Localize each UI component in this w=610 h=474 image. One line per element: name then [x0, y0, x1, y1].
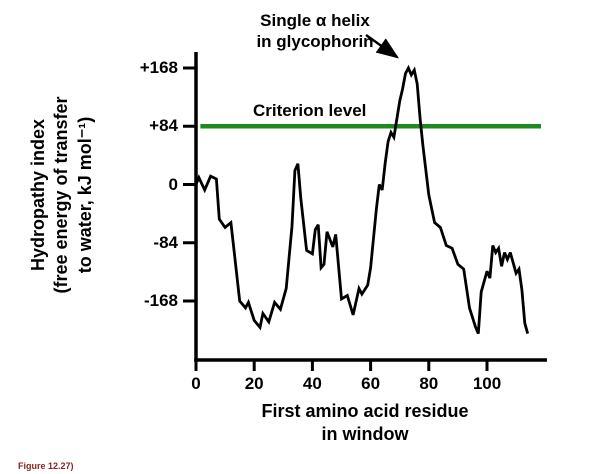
- annotation-arrow-icon: [365, 33, 400, 59]
- annotation-single-alpha-helix: Single α helix in glycophorin: [256, 11, 374, 52]
- y-axis-title: Hydropathy index (free energy of transfe…: [28, 96, 95, 294]
- y-tick-label: +168: [139, 57, 178, 77]
- x-axis-title: First amino acid residue in window: [261, 401, 469, 445]
- x-tick-label: 20: [244, 374, 264, 393]
- y-tick-label: 0: [168, 174, 178, 194]
- x-tick-label: 80: [419, 374, 439, 393]
- y-tick-label: +84: [149, 116, 178, 136]
- x-tick-label: 0: [191, 374, 201, 393]
- criterion-level-label: Criterion level: [253, 101, 367, 120]
- x-tick-label: 100: [472, 374, 502, 393]
- figure-caption: Figure 12.27): [18, 461, 74, 471]
- y-tick-label: -168: [143, 291, 178, 310]
- x-tick-label: 60: [361, 374, 381, 393]
- y-tick-label: -84: [153, 232, 178, 252]
- x-tick-label: 40: [302, 374, 322, 393]
- hydropathy-curve: [194, 64, 530, 335]
